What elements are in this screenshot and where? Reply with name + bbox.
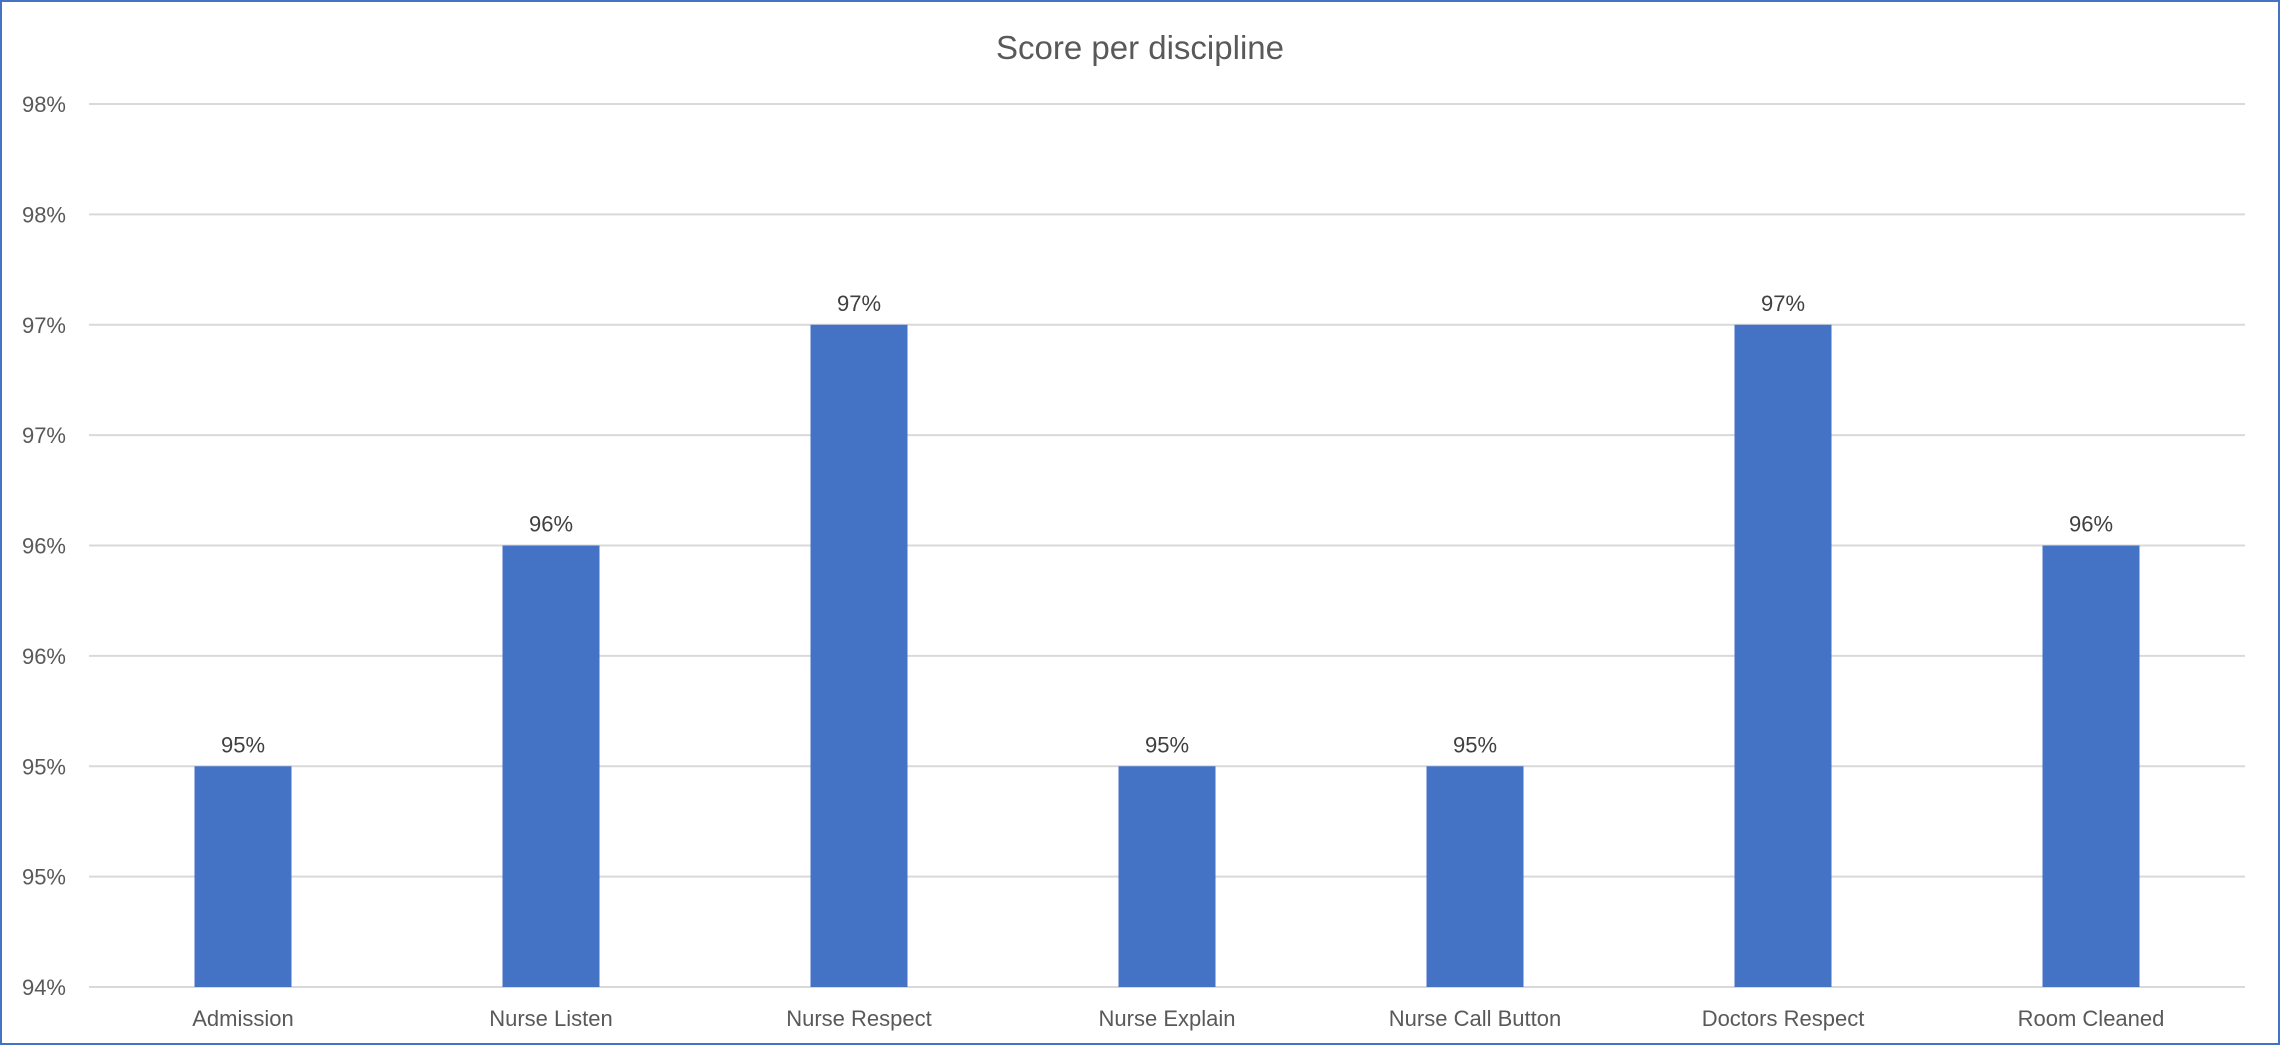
bar <box>1118 766 1216 987</box>
x-category-label: Nurse Call Button <box>1389 1006 1561 1031</box>
y-tick-label: 96% <box>22 534 66 559</box>
x-category-label: Nurse Explain <box>1099 1006 1236 1031</box>
bar-value-label: 96% <box>2069 512 2113 537</box>
bar-value-label: 97% <box>1761 291 1805 316</box>
y-tick-label: 97% <box>22 313 66 338</box>
y-axis-ticks: 94% 95% 95% 96% 96% 97% 97% 98% 98% <box>22 92 66 1000</box>
y-tick-label: 95% <box>22 754 66 779</box>
x-category-label: Admission <box>192 1006 293 1031</box>
y-tick-label: 94% <box>22 975 66 1000</box>
data-labels: 95% 96% 97% 95% 95% 97% 96% <box>221 291 2113 758</box>
bar-value-label: 96% <box>529 512 573 537</box>
bar-value-label: 95% <box>221 732 265 757</box>
bar <box>194 766 292 987</box>
y-tick-label: 98% <box>22 92 66 117</box>
bar-value-label: 95% <box>1145 732 1189 757</box>
bar-value-label: 97% <box>837 291 881 316</box>
x-category-label: Nurse Respect <box>786 1006 932 1031</box>
y-tick-label: 98% <box>22 202 66 227</box>
bar-value-label: 95% <box>1453 732 1497 757</box>
bar <box>502 545 600 987</box>
bar <box>2042 545 2140 987</box>
bars <box>194 324 2140 987</box>
chart-title: Score per discipline <box>996 29 1284 66</box>
bar <box>810 324 908 987</box>
bar <box>1426 766 1524 987</box>
y-tick-label: 96% <box>22 644 66 669</box>
y-tick-label: 95% <box>22 865 66 890</box>
gridlines <box>89 103 2245 988</box>
y-tick-label: 97% <box>22 423 66 448</box>
x-category-label: Nurse Listen <box>489 1006 613 1031</box>
bar <box>1734 324 1832 987</box>
x-category-label: Room Cleaned <box>2018 1006 2165 1031</box>
x-category-label: Doctors Respect <box>1702 1006 1865 1031</box>
x-axis-categories: Admission Nurse Listen Nurse Respect Nurse … <box>192 1006 2164 1031</box>
